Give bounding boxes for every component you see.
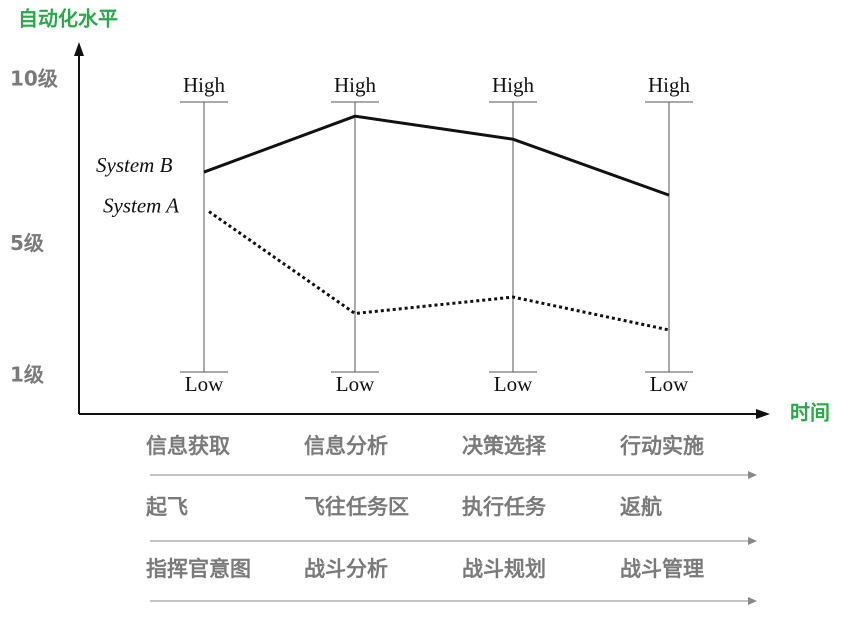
y-tick-label: 1级: [10, 363, 44, 387]
low-label: Low: [494, 372, 533, 396]
row-arrow-head: [748, 597, 757, 605]
x-tick-label: 信息获取: [146, 434, 230, 458]
y-axis-title: 自动化水平: [18, 7, 118, 31]
series-label: System A: [103, 193, 179, 217]
high-label: High: [492, 73, 535, 97]
stage-label: 战斗管理: [620, 557, 704, 581]
y-axis-arrow: [74, 42, 84, 56]
y-tick-label: 10级: [10, 67, 58, 91]
x-tick-label: 决策选择: [462, 434, 547, 458]
high-label: High: [648, 73, 691, 97]
row-arrow-head: [748, 537, 757, 545]
x-tick-label: 信息分析: [304, 434, 388, 458]
stage-label: 起飞: [145, 495, 188, 519]
high-label: High: [334, 73, 377, 97]
series-line: [208, 210, 670, 332]
series-line: [203, 114, 670, 197]
stage-label: 战斗分析: [304, 557, 388, 581]
series-label: System B: [96, 153, 173, 177]
stage-label: 飞往任务区: [304, 495, 409, 519]
row-arrow-head: [748, 471, 757, 479]
low-label: Low: [336, 372, 375, 396]
x-axis-title: 时间: [790, 401, 830, 425]
stage-label: 指挥官意图: [146, 557, 251, 581]
high-label: High: [183, 73, 226, 97]
low-label: Low: [185, 372, 224, 396]
y-tick-label: 5级: [10, 231, 44, 255]
stage-label: 战斗规划: [462, 557, 546, 581]
stage-label: 返航: [620, 495, 662, 519]
low-label: Low: [650, 372, 689, 396]
x-axis-arrow: [756, 409, 770, 419]
stage-label: 执行任务: [462, 495, 547, 519]
x-tick-label: 行动实施: [619, 434, 704, 458]
